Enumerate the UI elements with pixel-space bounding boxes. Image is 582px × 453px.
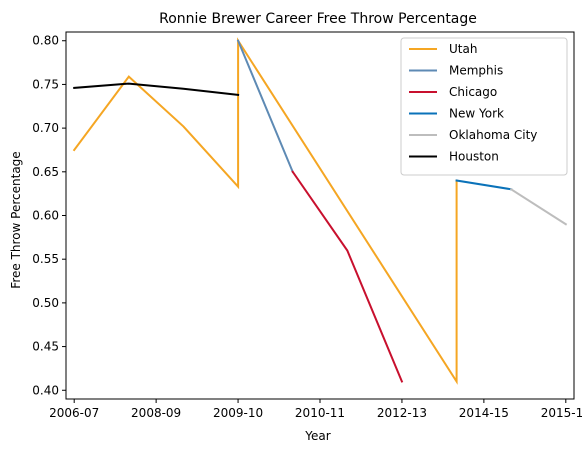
legend-entry-label: Memphis [449,64,503,78]
legend-entry-label: Houston [449,150,499,164]
x-tick-label: 2014-15 [459,406,509,420]
series-layer [72,37,568,385]
x-tick-label: 2015-16 [541,406,582,420]
series-line-chicago [291,170,404,383]
legend-entry-label: Utah [449,42,477,56]
legend: Utah Memphis Chicago New York Oklahoma City H… [400,37,568,176]
series-line-oklahoma-city [509,187,568,226]
y-tick-label: 0.80 [32,34,59,48]
x-tick-label: 2010-11 [295,406,345,420]
chart-title: Ronnie Brewer Career Free Throw Percenta… [159,11,477,27]
x-tick-label: 2009-10 [213,406,263,420]
series-line-utah [72,37,458,385]
x-tick-label: 2006-07 [49,406,99,420]
y-tick-label: 0.60 [32,209,59,223]
y-tick-label: 0.40 [32,383,59,397]
legend-entry-label: New York [449,107,504,121]
y-axis-label: Free Throw Percentage [9,151,23,288]
series-line-new-york [455,179,513,191]
series-line-memphis [236,39,295,174]
y-tick-label: 0.75 [32,77,59,91]
y-tick-label: 0.55 [32,252,59,266]
y-tick-label: 0.50 [32,296,59,310]
legend-entry-label: Chicago [449,85,497,99]
x-axis: 2006-07 2008-09 2009-10 2010-11 2012-13 2014-… [49,399,582,420]
y-tick-label: 0.65 [32,165,59,179]
x-axis-label: Year [304,429,330,443]
legend-entry-label: Oklahoma City [449,128,537,142]
series-line-houston [73,82,240,97]
x-tick-label: 2008-09 [131,406,181,420]
y-tick-label: 0.45 [32,340,59,354]
legend-box [400,37,568,176]
x-tick-label: 2012-13 [377,406,427,420]
y-tick-label: 0.70 [32,121,59,135]
y-axis: 0.40 0.45 0.50 0.55 0.60 0.65 0.70 0.75 0.80 [32,34,66,397]
